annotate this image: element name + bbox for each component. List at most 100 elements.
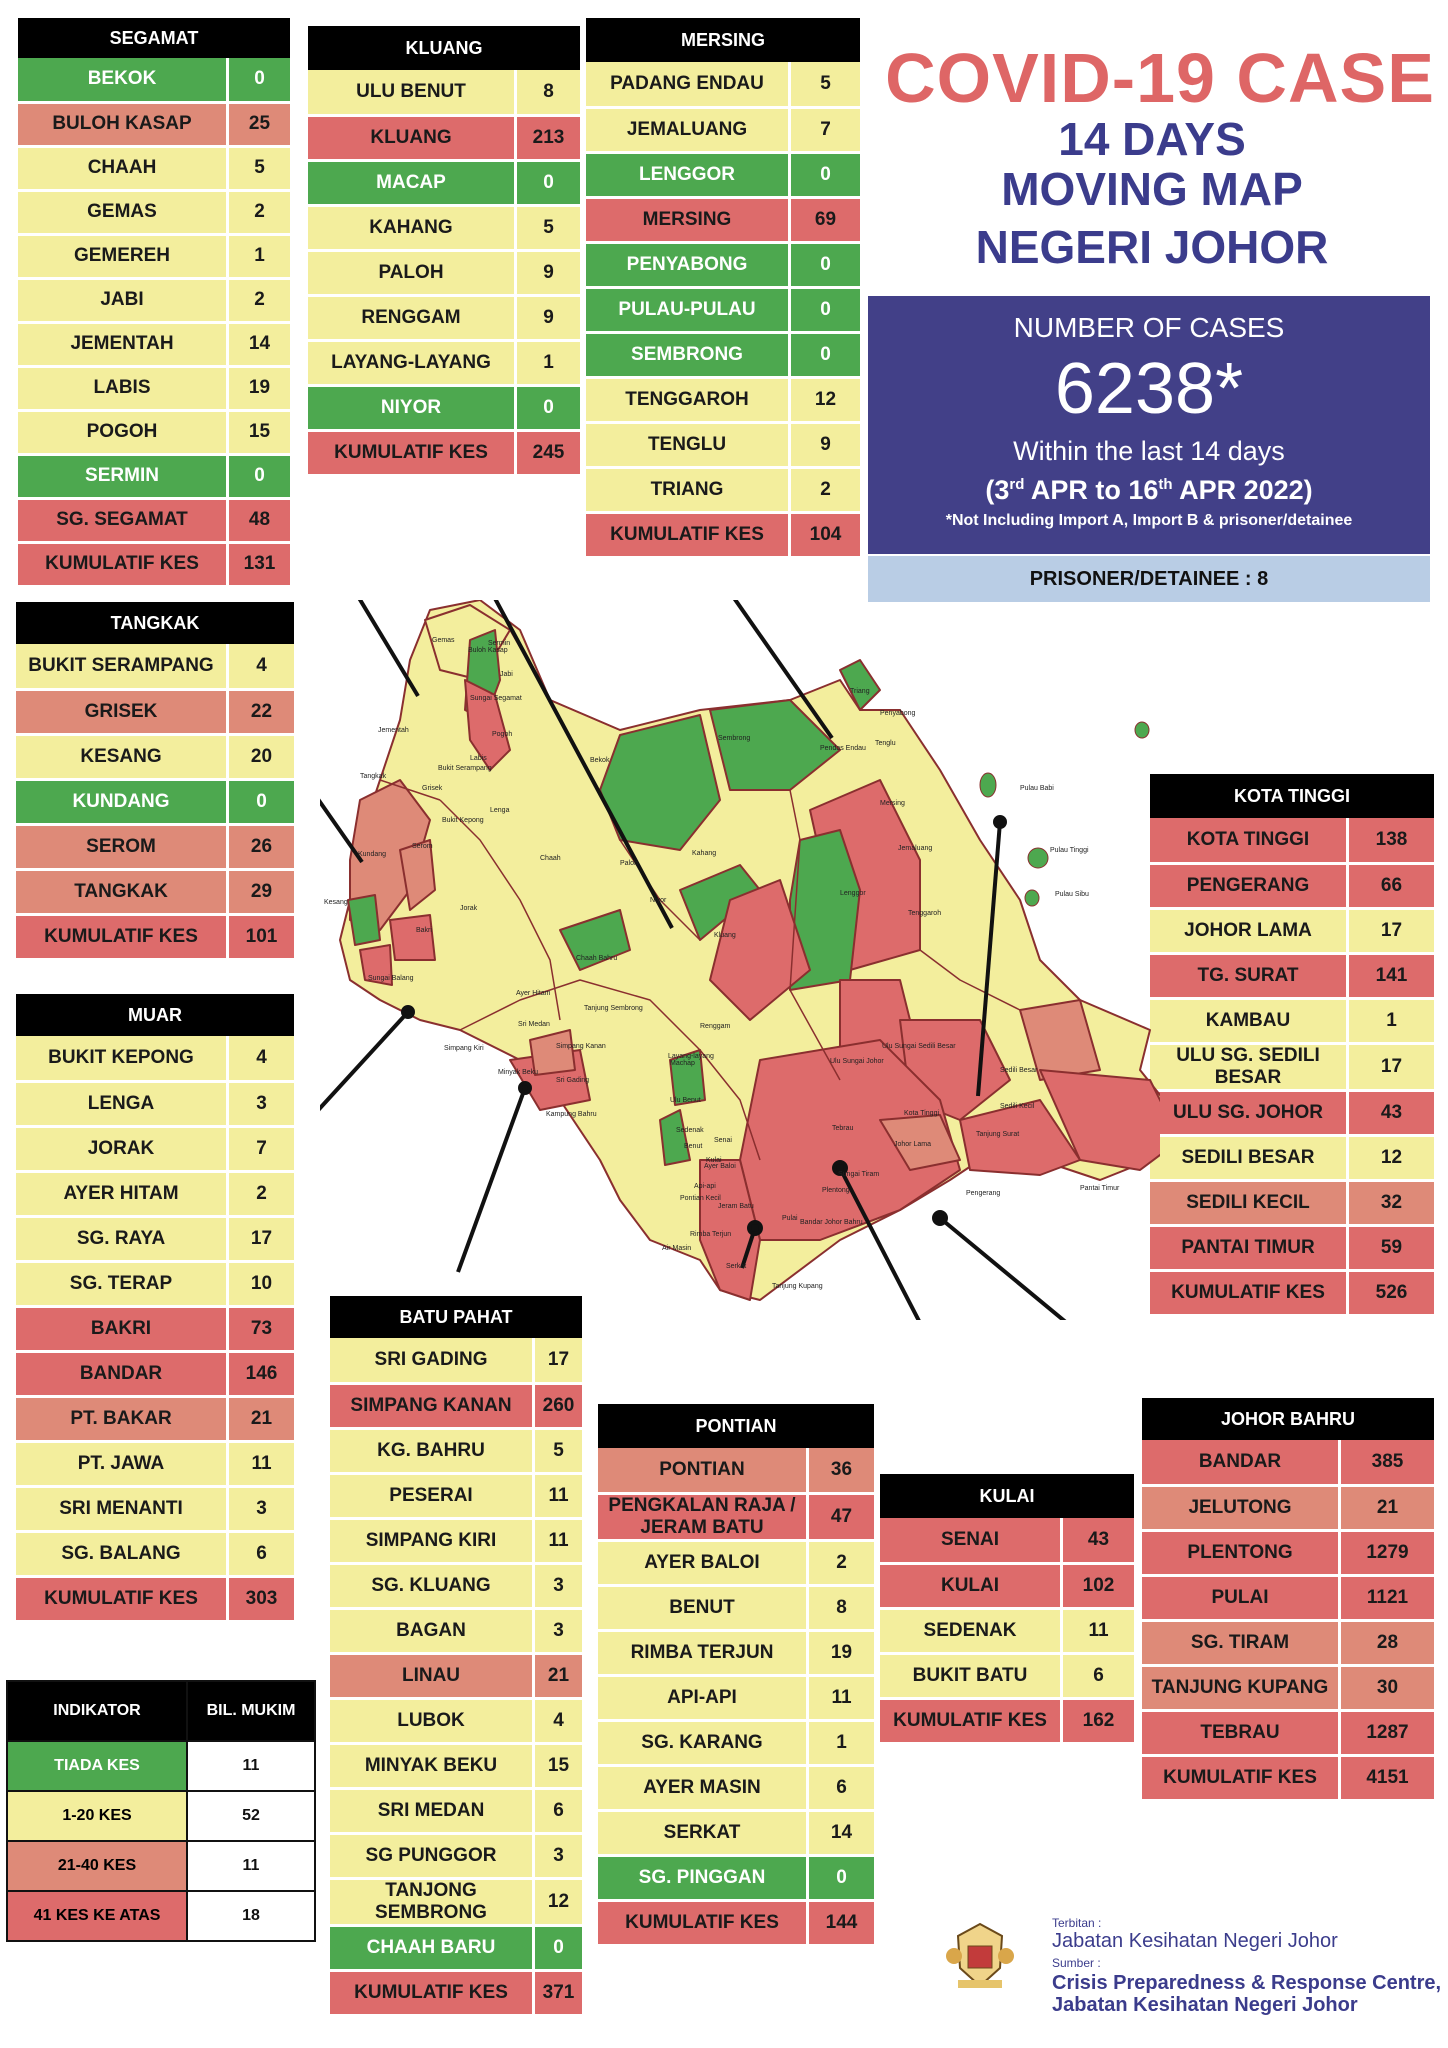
case-count: 6 [807,1765,874,1812]
map-island-pulau-babi [979,772,997,798]
map-island-north [1134,721,1150,739]
table-row: AYER HITAM 2 [16,1171,294,1218]
map-region-label: Tanjung Surat [976,1131,1019,1138]
case-count: 6 [533,1788,582,1835]
map-region-label: Lenggor [840,890,866,897]
legend-header-bil-mukim: BIL. MUKIM [186,1680,316,1742]
case-count: 3 [227,1081,294,1128]
table-row: PULAI 1121 [1142,1575,1434,1622]
table-row: SG PUNGGOR 3 [330,1833,582,1880]
mukim-name: LENGGOR [586,152,791,199]
table-row: CHAAH 5 [18,146,290,192]
mukim-name: LAYANG-LAYANG [308,340,517,387]
mukim-name: KUMULATIF KES [330,1970,535,2017]
case-count: 59 [1347,1225,1434,1272]
mukim-name: KULAI [880,1563,1063,1610]
prisoner-detainee-bar: PRISONER/DETAINEE : 8 [868,556,1430,602]
table-row: MACAP 0 [308,160,580,207]
table-row: API-API 11 [598,1675,874,1722]
map-region-tanjung-surat [1039,1069,1160,1171]
table-row: AYER BALOI 2 [598,1540,874,1587]
case-count: 4 [533,1698,582,1745]
map-region-label: Kesang [324,899,348,906]
mukim-name: PONTIAN [598,1448,809,1495]
table-row: GRISEK 22 [16,689,294,736]
case-count: 7 [789,107,860,154]
table-row: PT. BAKAR 21 [16,1396,294,1443]
within-label: Within the last 14 days [1013,436,1285,466]
map-region-label: Ayer Hitam [516,990,551,997]
title-negeri-johor: NEGERI JOHOR [975,221,1329,273]
mukim-name: SRI MENANTI [16,1486,229,1533]
mukim-name: SG. RAYA [16,1216,229,1263]
mukim-name: PANTAI TIMUR [1150,1225,1349,1272]
case-count: 2 [789,467,860,514]
case-count: 9 [789,422,860,469]
mukim-name: SERKAT [598,1810,809,1857]
mukim-name: KESANG [16,734,229,781]
mukim-name: TANJONG SEMBRONG [330,1878,535,1927]
map-region-label: Bandar Johor Bahru [800,1219,863,1226]
table-row: KUMULATIF KES 101 [16,914,294,961]
table-row: PONTIAN 36 [598,1448,874,1495]
table-row: KOTA TINGGI 138 [1150,818,1434,865]
map-region-label: Pengerang [966,1190,1000,1197]
case-count: 25 [227,102,290,148]
map-region-label: Kota Tinggi [904,1110,939,1117]
case-count: 0 [789,287,860,334]
map-region-label: Paloh [620,860,638,867]
case-count: 29 [227,869,294,916]
map-region-label: Ulu Sungai Johor [830,1058,884,1065]
case-count: 0 [515,160,580,207]
map-region-label: Serom [412,843,433,850]
table-kluang: KLUANG ULU BENUT 8 KLUANG 213 MACAP 0 KAHANG 5 P… [308,26,580,477]
table-row: KLUANG 213 [308,115,580,162]
case-count: 303 [227,1576,294,1623]
map-region-label: Sri Gading [556,1077,589,1084]
mukim-name: BUKIT KEPONG [16,1036,229,1083]
case-count: 7 [227,1126,294,1173]
map-region-label: Sungai Balang [368,975,414,982]
mukim-name: KUMULATIF KES [16,914,229,961]
map-region-label: Bukit Kepong [442,817,484,824]
case-count: 17 [1347,908,1434,955]
map-region-label: Sungai Segamat [470,695,522,702]
mukim-name: PADANG ENDAU [586,62,791,109]
mukim-name: SG. KARANG [598,1720,809,1767]
terbitan-label: Terbitan : [1052,1916,1102,1930]
table-row: SEDILI KECIL 32 [1150,1180,1434,1227]
map-region-label: Pulai [782,1215,798,1222]
case-count: 26 [227,824,294,871]
table-row: SEDENAK 11 [880,1608,1134,1655]
case-count: 19 [807,1630,874,1677]
case-count: 0 [227,58,290,104]
table-row: BENUT 8 [598,1585,874,1632]
map-region-label: Tebrau [832,1125,854,1132]
map-region-label: Layang-layang [668,1053,714,1060]
map-region-label: Pontian Kecil [680,1195,721,1202]
table-row: BULOH KASAP 25 [18,102,290,148]
legend-row: 1-20 KES 52 [6,1790,316,1842]
table-row: SEDILI BESAR 12 [1150,1135,1434,1182]
table-row: SG. RAYA 17 [16,1216,294,1263]
mukim-name: TG. SURAT [1150,953,1349,1000]
table-row: SEMBRONG 0 [586,332,860,379]
mukim-name: KUNDANG [16,779,229,826]
case-count: 0 [515,385,580,432]
table-row: SERMIN 0 [18,454,290,500]
mukim-name: BENUT [598,1585,809,1632]
mukim-name: JEMALUANG [586,107,791,154]
table-row: TENGGAROH 12 [586,377,860,424]
case-count: 32 [1347,1180,1434,1227]
map-region-label: Pogoh [492,731,512,738]
case-count: 0 [227,779,294,826]
case-count: 0 [533,1925,582,1972]
table-row: TANGKAK 29 [16,869,294,916]
map-region-label: Sungai Tiram [838,1171,879,1178]
mukim-name: ULU SG. SEDILI BESAR [1150,1043,1349,1092]
table-row: ULU SG. JOHOR 43 [1150,1090,1434,1137]
table-row: KUMULATIF KES 162 [880,1698,1134,1745]
mukim-name: BANDAR [16,1351,229,1398]
case-summary-box: NUMBER OF CASES 6238* Within the last 14… [868,296,1430,554]
case-count: 102 [1061,1563,1134,1610]
